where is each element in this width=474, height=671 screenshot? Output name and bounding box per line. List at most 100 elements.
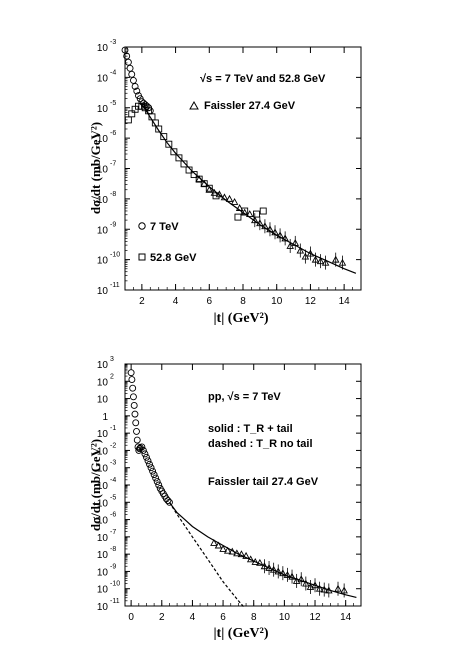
y-tick-exponent: 2 bbox=[110, 373, 114, 380]
y-tick-label: 10 bbox=[97, 567, 109, 578]
data-point-circle bbox=[143, 453, 150, 461]
legend-52gev: 52.8 GeV bbox=[138, 252, 197, 264]
data-point-circle bbox=[130, 402, 138, 409]
data-point-circle bbox=[146, 460, 153, 468]
y-tick-label: 10 bbox=[97, 498, 109, 509]
y-tick-exponent: -10 bbox=[110, 252, 120, 259]
triangle-marker-icon bbox=[189, 100, 199, 110]
data-point-circle bbox=[147, 464, 155, 472]
data-point-square bbox=[259, 207, 267, 215]
x-tick-label: 12 bbox=[305, 296, 317, 307]
data-point-circle bbox=[138, 443, 146, 451]
y-tick-exponent: -11 bbox=[110, 598, 120, 605]
data-point-triangle bbox=[233, 549, 241, 557]
data-point-circle bbox=[136, 445, 144, 453]
y-tick-exponent: -9 bbox=[110, 563, 116, 570]
data-point-triangle bbox=[200, 179, 208, 187]
data-point-circle bbox=[149, 467, 157, 475]
data-point-circle bbox=[129, 384, 137, 392]
y-tick-exponent: 3 bbox=[110, 356, 114, 363]
y-tick-exponent: -6 bbox=[110, 130, 116, 137]
y-tick-label: 1 bbox=[102, 412, 108, 423]
y-tick-label: 10 bbox=[97, 429, 109, 440]
legend-label-52gev: 52.8 GeV bbox=[150, 252, 197, 264]
y-tick-label: 10 bbox=[97, 446, 109, 457]
data-point-square bbox=[170, 148, 178, 156]
data-point-circle bbox=[144, 457, 152, 465]
x-tick-label: 8 bbox=[251, 612, 257, 623]
data-point-circle bbox=[133, 87, 141, 95]
y-tick-label: 10 bbox=[97, 464, 109, 475]
annotation-bottom-energy: pp, √s = 7 TeV bbox=[208, 391, 281, 403]
data-point-square bbox=[205, 184, 213, 192]
y-tick-label: 10 bbox=[97, 585, 109, 596]
data-point-circle bbox=[143, 102, 151, 110]
x-tick-label: 6 bbox=[207, 296, 213, 307]
y-tick-exponent: -8 bbox=[110, 546, 116, 553]
y-tick-label: 10 bbox=[97, 550, 109, 561]
data-point-triangle bbox=[235, 204, 244, 211]
x-tick-label: 14 bbox=[340, 612, 352, 623]
y-tick-label: 10 bbox=[97, 377, 109, 388]
x-tick-label: 10 bbox=[271, 296, 283, 307]
data-point-circle bbox=[129, 393, 137, 401]
data-point-triangle bbox=[215, 190, 224, 198]
data-point-circle bbox=[141, 450, 149, 458]
data-point-triangle bbox=[219, 545, 227, 552]
data-point-circle bbox=[129, 76, 137, 84]
data-point-triangle bbox=[205, 185, 214, 193]
x-tick-label: 8 bbox=[240, 296, 246, 307]
y-axis-label-bottom: dσ/dt (mb/GeV²) bbox=[88, 439, 103, 531]
data-point-circle bbox=[139, 446, 147, 454]
data-point-circle bbox=[150, 471, 158, 479]
x-tick-label: 0 bbox=[128, 612, 134, 623]
y-tick-label: 10 bbox=[97, 602, 109, 613]
data-point-circle bbox=[155, 481, 163, 489]
data-point-triangle bbox=[195, 175, 203, 183]
fit-curve-dashed bbox=[168, 501, 245, 609]
y-tick-exponent: -3 bbox=[110, 39, 116, 46]
data-point-circle bbox=[133, 427, 140, 435]
x-tick-label: 4 bbox=[190, 612, 196, 623]
legend-7tev: 7 TeV bbox=[138, 221, 179, 233]
data-point-circle bbox=[152, 474, 160, 482]
y-tick-exponent: -5 bbox=[110, 100, 116, 107]
data-point-triangle bbox=[210, 538, 218, 546]
circle-marker-icon bbox=[138, 222, 146, 230]
y-tick-exponent: -4 bbox=[110, 477, 116, 484]
y-tick-label: 10 bbox=[97, 73, 109, 84]
data-point-square bbox=[253, 210, 260, 218]
data-point-circle bbox=[121, 46, 129, 54]
data-point-triangle bbox=[251, 557, 260, 565]
x-tick-label: 2 bbox=[139, 296, 145, 307]
x-tick-label: 2 bbox=[159, 612, 165, 623]
data-point-square bbox=[165, 140, 173, 148]
annotation-bottom-solid: solid : T_R + tail bbox=[208, 423, 293, 435]
x-tick-label: 4 bbox=[173, 296, 179, 307]
data-point-circle bbox=[126, 64, 134, 72]
y-tick-label: 10 bbox=[97, 533, 109, 544]
y-tick-exponent: -8 bbox=[110, 191, 116, 198]
data-point-square bbox=[180, 160, 188, 168]
y-tick-exponent: -7 bbox=[110, 529, 116, 536]
data-point-square bbox=[155, 125, 163, 133]
data-point-triangle bbox=[256, 558, 264, 566]
plot-area-bottom bbox=[127, 369, 357, 609]
data-point-triangle bbox=[225, 194, 234, 202]
y-tick-label: 10 bbox=[97, 134, 109, 145]
data-point-triangle bbox=[246, 555, 255, 563]
data-point-triangle bbox=[237, 550, 246, 558]
annotation-bottom-dashed: dashed : T_R no tail bbox=[208, 438, 313, 450]
y-tick-label: 10 bbox=[97, 256, 109, 267]
x-tick-label: 6 bbox=[220, 612, 226, 623]
data-point-circle bbox=[124, 58, 132, 66]
x-axis-label-bottom: |t| (GeV²) bbox=[213, 626, 268, 641]
y-tick-exponent: -6 bbox=[110, 512, 116, 519]
data-point-square bbox=[185, 166, 193, 174]
data-point-square bbox=[175, 154, 183, 162]
y-tick-label: 10 bbox=[97, 195, 109, 206]
y-tick-exponent: -1 bbox=[110, 425, 116, 432]
data-point-triangle bbox=[210, 188, 219, 196]
